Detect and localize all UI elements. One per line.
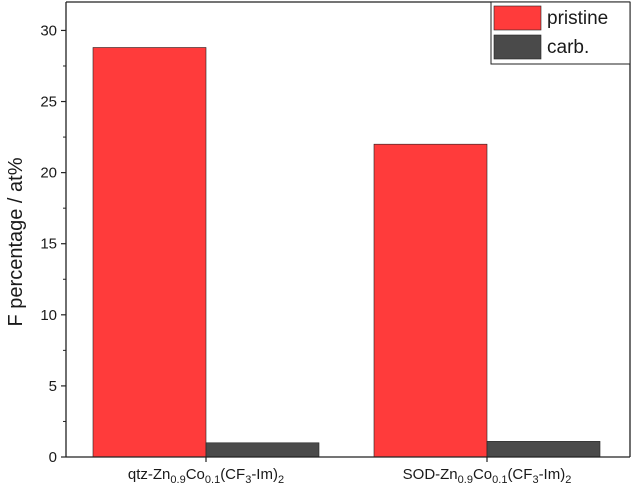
y-tick-label: 20 <box>40 165 57 182</box>
bar-carb-1 <box>205 442 320 458</box>
x-category-label: SOD-Zn0.9Co0.1(CF3-Im)2 <box>403 466 572 486</box>
bar-pristine-2 <box>373 143 488 458</box>
y-ticks-group: 0 5 10 15 20 25 30 <box>40 22 66 466</box>
y-tick-label: 30 <box>40 22 57 39</box>
bar-carb-2 <box>486 441 601 458</box>
bars-group <box>92 47 601 458</box>
legend-label-carb: carb. <box>547 37 589 58</box>
legend-swatch-carb <box>493 34 542 60</box>
y-tick-label: 0 <box>49 449 57 466</box>
x-category-labels: qtz-Zn0.9Co0.1(CF3-Im)2 SOD-Zn0.9Co0.1(CF… <box>128 457 571 486</box>
y-tick-label: 25 <box>40 94 57 111</box>
axes-group <box>65 1 631 458</box>
y-tick-label: 5 <box>49 378 57 395</box>
y-axis-label: F percentage / at% <box>5 157 27 326</box>
y-tick-label: 10 <box>40 307 57 324</box>
bar-pristine-1 <box>92 47 207 458</box>
x-category-label: qtz-Zn0.9Co0.1(CF3-Im)2 <box>128 466 284 486</box>
legend-swatch-pristine <box>493 5 542 31</box>
legend: pristine carb. <box>490 1 631 65</box>
y-tick-label: 15 <box>40 236 57 253</box>
legend-label-pristine: pristine <box>547 8 608 29</box>
